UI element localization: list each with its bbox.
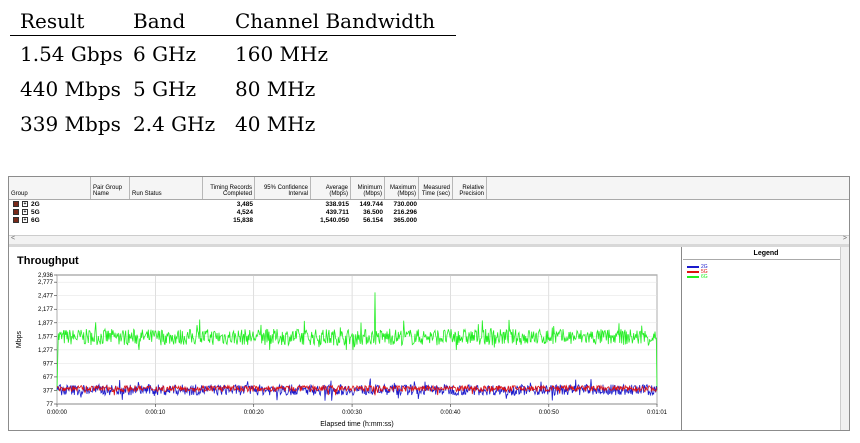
y-tick-label: 1,577 (38, 334, 54, 340)
expand-icon[interactable]: + (22, 217, 28, 223)
legend-entry: 6G (687, 274, 708, 280)
legend-label: 6G (701, 274, 708, 280)
col-header-confidence[interactable]: 95% Confidence Interval (255, 177, 311, 199)
y-tick-label: 377 (43, 388, 54, 394)
legend-label: 2G (701, 264, 708, 270)
scroll-left-icon[interactable]: < (11, 235, 16, 242)
y-tick-label: 1,277 (38, 348, 54, 354)
col-header-pair-group-name[interactable]: Pair Group Name (91, 177, 130, 199)
table-row[interactable]: + 6G 15,838 1,540.050 56.154 365.000 (9, 216, 849, 224)
legend-entry: 5G (687, 269, 708, 275)
summary-row: 440 Mbps 5 GHz 80 MHz (10, 71, 456, 106)
summary-cell: 440 Mbps (20, 76, 121, 101)
summary-row: 1.54 Gbps 6 GHz 160 MHz (10, 36, 456, 71)
y-tick-label: 1,877 (38, 321, 54, 327)
pair-group-icon (13, 217, 19, 223)
col-header-average[interactable]: Average (Mbps) (311, 177, 351, 199)
chart-title: Throughput (17, 255, 79, 267)
x-tick-label: 0:00:50 (539, 410, 560, 416)
legend-label: 5G (701, 269, 708, 275)
maximum-cell: 216.296 (393, 208, 418, 216)
table-row[interactable]: + 5G 4,524 439.711 36.500 216.296 (9, 208, 849, 216)
y-tick-label: 2,936 (38, 273, 54, 279)
maximum-cell: 730.000 (393, 200, 418, 208)
legend-swatch (687, 276, 699, 278)
records-cell: 4,524 (236, 208, 253, 216)
vertical-scrollbar[interactable] (840, 247, 849, 430)
splitter[interactable] (9, 244, 849, 247)
average-cell: 1,540.050 (320, 216, 349, 224)
grid-header: Group Pair Group Name Run Status Timing … (9, 177, 849, 200)
summary-cell: 5 GHz (133, 76, 197, 101)
legend-title: Legend (683, 250, 849, 260)
summary-header-row: Result Band Channel Bandwidth (10, 6, 456, 36)
minimum-cell: 56.154 (363, 216, 383, 224)
group-name: 2G (31, 200, 40, 208)
legend-panel: Legend 2G 5G 6G (683, 247, 849, 430)
chart-svg: 0:00:00 0:00:10 0:00:20 0:00:30 0:00:40 0:00:… (16, 273, 668, 428)
col-header-measured-time[interactable]: Measured Time (sec) (419, 177, 453, 199)
summary-cell: 6 GHz (133, 41, 197, 66)
summary-cell: 160 MHz (235, 41, 328, 66)
pair-group-icon (13, 201, 19, 207)
series-line-6g (56, 292, 658, 391)
x-tick-label: 0:00:00 (47, 410, 68, 416)
summary-row: 339 Mbps 2.4 GHz 40 MHz (10, 106, 456, 141)
pair-group-icon (13, 209, 19, 215)
y-tick-label: 2,477 (38, 294, 54, 300)
expand-icon[interactable]: + (22, 201, 28, 207)
summary-cell: 80 MHz (235, 76, 316, 101)
summary-header-result: Result (20, 8, 85, 33)
y-tick-label: 2,777 (38, 280, 54, 286)
col-header-maximum[interactable]: Maximum (Mbps) (385, 177, 419, 199)
y-axis-label: Mbps (16, 330, 23, 348)
summary-cell: 1.54 Gbps (20, 41, 123, 66)
col-header-group[interactable]: Group (9, 177, 91, 199)
results-panel: Group Pair Group Name Run Status Timing … (8, 176, 850, 431)
summary-header-band: Band (133, 8, 186, 33)
grid-rows: + 2G 3,485 338.915 149.744 730.000 + 5G … (9, 200, 849, 224)
summary-table: Result Band Channel Bandwidth 1.54 Gbps … (10, 6, 456, 141)
legend-swatch (687, 271, 699, 273)
x-axis-label: Elapsed time (h:mm:ss) (320, 421, 394, 428)
col-header-minimum[interactable]: Minimum (Mbps) (351, 177, 385, 199)
group-name: 6G (31, 216, 40, 224)
table-row[interactable]: + 2G 3,485 338.915 149.744 730.000 (9, 200, 849, 208)
average-cell: 439.711 (325, 208, 349, 216)
records-cell: 15,838 (233, 216, 253, 224)
x-tick-label: 0:00:40 (440, 410, 461, 416)
average-cell: 338.915 (325, 200, 350, 208)
y-tick-label: 77 (46, 402, 53, 408)
summary-cell: 339 Mbps (20, 111, 121, 136)
col-header-timing-records[interactable]: Timing Records Completed (203, 177, 255, 199)
legend-swatch (687, 266, 699, 268)
summary-cell: 2.4 GHz (133, 111, 216, 136)
series-line-5g (56, 384, 658, 396)
y-tick-label: 977 (43, 361, 54, 367)
summary-cell: 40 MHz (235, 111, 316, 136)
minimum-cell: 36.500 (363, 208, 383, 216)
col-header-relative-precision[interactable]: Relative Precision (453, 177, 487, 199)
legend-entry: 2G (687, 264, 708, 270)
expand-icon[interactable]: + (22, 209, 28, 215)
minimum-cell: 149.744 (359, 200, 384, 208)
x-tick-label: 0:00:30 (342, 410, 363, 416)
x-tick-label: 0:00:20 (244, 410, 265, 416)
throughput-chart: Throughput 0:00:00 0:00:10 0:00:20 0:00:30 0… (9, 247, 682, 430)
col-header-run-status[interactable]: Run Status (130, 177, 203, 199)
scroll-right-icon[interactable]: > (842, 235, 847, 242)
x-tick-label: 0:01:01 (647, 410, 668, 416)
y-tick-label: 677 (43, 375, 54, 381)
records-cell: 3,485 (236, 200, 253, 208)
group-name: 5G (31, 208, 40, 216)
x-tick-label: 0:00:10 (145, 410, 166, 416)
y-tick-label: 2,177 (38, 307, 54, 313)
maximum-cell: 365.000 (393, 216, 418, 224)
summary-header-bandwidth: Channel Bandwidth (235, 8, 435, 33)
